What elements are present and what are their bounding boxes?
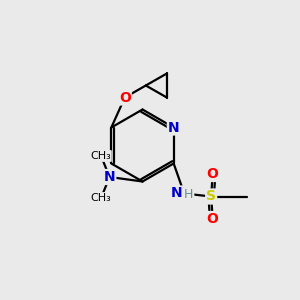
Text: CH₃: CH₃ — [90, 151, 111, 161]
Text: N: N — [104, 170, 115, 184]
Text: O: O — [207, 167, 219, 181]
Text: S: S — [206, 190, 216, 203]
Text: N: N — [171, 187, 182, 200]
Text: O: O — [207, 212, 219, 226]
Text: N: N — [168, 121, 179, 134]
Text: O: O — [119, 91, 131, 104]
Text: H: H — [184, 188, 194, 202]
Text: CH₃: CH₃ — [90, 193, 111, 203]
